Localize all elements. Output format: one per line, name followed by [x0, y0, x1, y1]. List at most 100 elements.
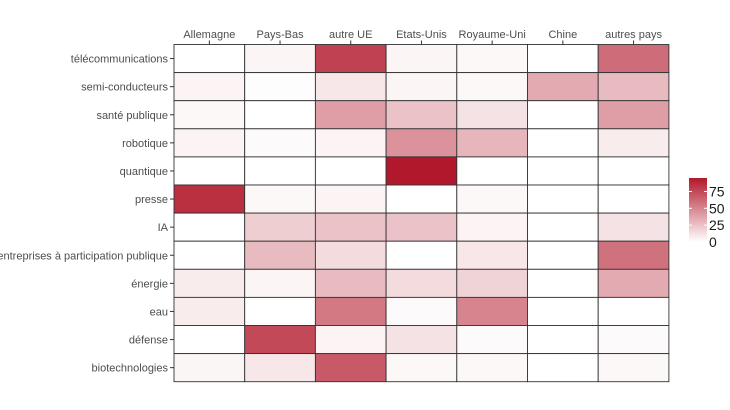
legend-colorbar — [689, 178, 707, 242]
heatmap-cell-entreprises-a-participation-publique-autres-pays — [597, 240, 670, 270]
heatmap-cell-eau-chine — [527, 296, 599, 326]
x-tick-label: Royaume-Uni — [459, 29, 526, 41]
heatmap-cell-defense-chine — [527, 325, 599, 355]
heatmap-cell-entreprises-a-participation-publique-pays-bas — [244, 240, 316, 270]
heatmap-cell-defense-etats-unis — [385, 325, 458, 355]
heatmap-cell-telecommunications-allemagne — [173, 44, 246, 74]
legend-tick-label: 50 — [709, 200, 725, 216]
heatmap-cell-eau-autres-pays — [597, 296, 670, 326]
heatmap-cell-presse-pays-bas — [244, 184, 316, 214]
heatmap-cell-telecommunications-autres-pays — [597, 44, 670, 74]
heatmap-cell-robotique-etats-unis — [385, 128, 458, 158]
y-tick-label: semi-conducteurs — [81, 82, 168, 94]
x-tick-label: Allemagne — [183, 29, 235, 41]
heatmap-cell-semi-conducteurs-royaume-uni — [456, 72, 528, 102]
heatmap-cell-entreprises-a-participation-publique-royaume-uni — [456, 240, 528, 270]
heatmap-cell-defense-autres-pays — [597, 325, 670, 355]
heatmap-cell-semi-conducteurs-autre-ue — [314, 72, 387, 102]
heatmap-cell-biotechnologies-autres-pays — [597, 353, 670, 383]
heatmap-cell-ia-etats-unis — [385, 212, 458, 242]
heatmap-cell-energie-royaume-uni — [456, 268, 528, 298]
heatmap-cell-defense-pays-bas — [244, 325, 316, 355]
heatmap-cell-biotechnologies-allemagne — [173, 353, 246, 383]
heatmap-cell-energie-allemagne — [173, 268, 246, 298]
x-tick-label: autres pays — [605, 29, 662, 41]
heatmap-cell-quantique-etats-unis — [385, 156, 458, 186]
heatmap-cell-robotique-chine — [527, 128, 599, 158]
heatmap-cell-robotique-allemagne — [173, 128, 246, 158]
heatmap-cell-biotechnologies-etats-unis — [385, 353, 458, 383]
heatmap-cell-presse-autre-ue — [314, 184, 387, 214]
heatmap-cell-eau-royaume-uni — [456, 296, 528, 326]
heatmap-cell-quantique-chine — [527, 156, 599, 186]
heatmap-cell-presse-autres-pays — [597, 184, 670, 214]
heatmap-cell-sante-publique-pays-bas — [244, 100, 316, 130]
heatmap-cell-telecommunications-etats-unis — [385, 44, 458, 74]
heatmap-cell-quantique-pays-bas — [244, 156, 316, 186]
heatmap-cell-energie-autres-pays — [597, 268, 670, 298]
heatmap-cell-sante-publique-chine — [527, 100, 599, 130]
heatmap-cell-presse-chine — [527, 184, 599, 214]
heatmap-cell-telecommunications-autre-ue — [314, 44, 387, 74]
heatmap-cell-sante-publique-royaume-uni — [456, 100, 528, 130]
heatmap-cell-quantique-autre-ue — [314, 156, 387, 186]
x-tick-label: Etats-Unis — [396, 29, 447, 41]
heatmap-cell-ia-chine — [527, 212, 599, 242]
heatmap-cell-ia-autres-pays — [597, 212, 670, 242]
heatmap-cell-entreprises-a-participation-publique-chine — [527, 240, 599, 270]
heatmap-cell-presse-allemagne — [173, 184, 246, 214]
heatmap-cell-robotique-royaume-uni — [456, 128, 528, 158]
heatmap-cell-semi-conducteurs-etats-unis — [385, 72, 458, 102]
y-tick-label: défense — [129, 335, 168, 347]
heatmap-cell-energie-pays-bas — [244, 268, 316, 298]
heatmap-cell-robotique-pays-bas — [244, 128, 316, 158]
heatmap-cell-semi-conducteurs-pays-bas — [244, 72, 316, 102]
heatmap-cell-ia-autre-ue — [314, 212, 387, 242]
heatmap-cell-semi-conducteurs-autres-pays — [597, 72, 670, 102]
heatmap-cell-defense-autre-ue — [314, 325, 387, 355]
heatmap-cell-defense-allemagne — [173, 325, 246, 355]
heatmap-cell-ia-pays-bas — [244, 212, 316, 242]
heatmap-cell-eau-allemagne — [173, 296, 246, 326]
heatmap-cell-biotechnologies-autre-ue — [314, 353, 387, 383]
heatmap-cell-eau-etats-unis — [385, 296, 458, 326]
y-tick-label: presse — [135, 194, 168, 206]
heatmap-cell-energie-etats-unis — [385, 268, 458, 298]
heatmap-cell-biotechnologies-chine — [527, 353, 599, 383]
heatmap-cell-energie-chine — [527, 268, 599, 298]
heatmap-cell-defense-royaume-uni — [456, 325, 528, 355]
heatmap-cell-entreprises-a-participation-publique-allemagne — [173, 240, 246, 270]
heatmap-cell-biotechnologies-royaume-uni — [456, 353, 528, 383]
y-tick-label: santé publique — [96, 110, 168, 122]
heatmap-cell-sante-publique-etats-unis — [385, 100, 458, 130]
y-tick-label: énergie — [131, 278, 168, 290]
y-tick-label: entreprises à participation publique — [0, 250, 168, 262]
y-axis-labels: télécommunications semi-conducteurs santé … — [0, 54, 174, 375]
y-tick-label: eau — [150, 306, 168, 318]
y-tick-label: télécommunications — [71, 54, 169, 66]
heatmap-cell-ia-allemagne — [173, 212, 246, 242]
y-tick-label: biotechnologies — [92, 363, 169, 375]
heatmap-cell-biotechnologies-pays-bas — [244, 353, 316, 383]
heatmap-cell-quantique-allemagne — [173, 156, 246, 186]
heatmap-cell-sante-publique-autres-pays — [597, 100, 670, 130]
heatmap-cell-robotique-autre-ue — [314, 128, 387, 158]
y-tick-label: quantique — [120, 166, 168, 178]
legend-tick-label: 25 — [709, 217, 725, 233]
heatmap-cell-sante-publique-allemagne — [173, 100, 246, 130]
heatmap-cell-quantique-autres-pays — [597, 156, 670, 186]
heatmap-cell-presse-royaume-uni — [456, 184, 528, 214]
heatmap-cell-entreprises-a-participation-publique-autre-ue — [314, 240, 387, 270]
heatmap-cell-eau-pays-bas — [244, 296, 316, 326]
legend-tick-label: 75 — [709, 183, 725, 199]
heatmap-cell-presse-etats-unis — [385, 184, 458, 214]
heatmap-cell-quantique-royaume-uni — [456, 156, 528, 186]
y-tick-label: IA — [158, 222, 169, 234]
heatmap-cell-telecommunications-pays-bas — [244, 44, 316, 74]
heatmap-cell-ia-royaume-uni — [456, 212, 528, 242]
x-axis-labels: Allemagne Pays-Bas autre UE Etats-Unis Royau… — [183, 29, 662, 45]
x-tick-label: Chine — [548, 29, 577, 41]
x-tick-label: Pays-Bas — [257, 29, 305, 41]
